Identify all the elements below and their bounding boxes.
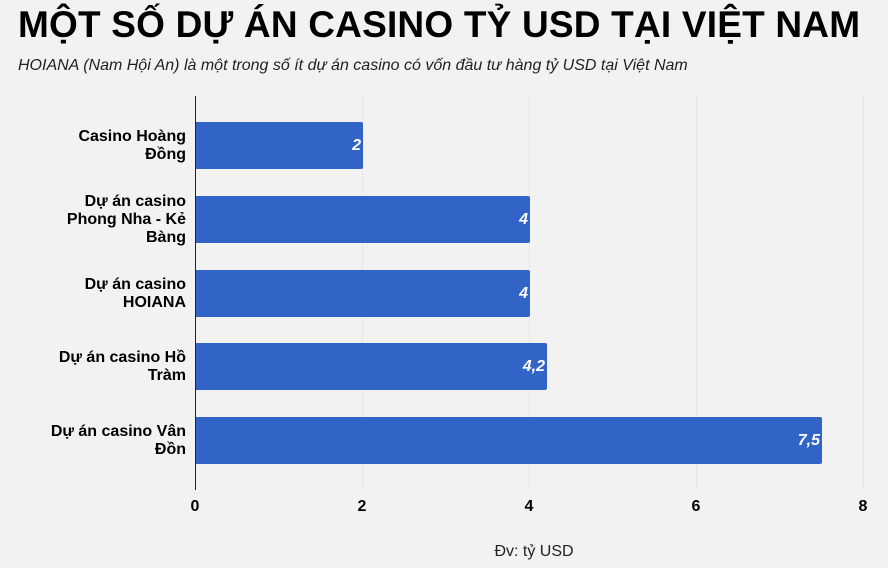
chart-subtitle: HOIANA (Nam Hội An) là một trong số ít d… — [18, 57, 688, 74]
category-label: Dự án casino HOIANA — [16, 270, 186, 317]
category-label: Dự án casino Vân Đồn — [16, 417, 186, 464]
bar-value-label: 4 — [519, 285, 528, 302]
bar: 2 — [196, 122, 363, 169]
bar-value-label: 4 — [519, 211, 528, 228]
category-label: Dự án casino Hồ Tràm — [16, 343, 186, 390]
x-tick-label: 6 — [691, 498, 701, 515]
chart-title: MỘT SỐ DỰ ÁN CASINO TỶ USD TẠI VIỆT NAM — [18, 4, 861, 45]
category-label-text: Dự án casino Hồ Tràm — [58, 348, 186, 384]
x-axis-title: Đv: tỷ USD — [494, 543, 574, 560]
category-label-text: Dự án casino Phong Nha - Kẻ Bàng — [66, 192, 186, 246]
bar: 4 — [196, 270, 530, 317]
bar-value-label: 4,2 — [522, 358, 545, 375]
x-tick-label: 8 — [858, 498, 868, 515]
gridline — [696, 96, 697, 490]
gridline — [863, 96, 864, 490]
x-tick-label: 2 — [357, 498, 367, 515]
bar-value-label: 2 — [352, 137, 361, 154]
category-label-text: Dự án casino HOIANA — [84, 275, 186, 311]
bar-value-label: 7,5 — [797, 432, 820, 449]
category-label-text: Dự án casino Vân Đồn — [50, 422, 186, 458]
bar: 4,2 — [196, 343, 547, 390]
x-tick-label: 4 — [524, 498, 534, 515]
category-label: Casino Hoàng Đồng — [16, 122, 186, 169]
category-label-text: Casino Hoàng Đồng — [78, 127, 186, 163]
y-axis-line — [195, 96, 196, 490]
category-label: Dự án casino Phong Nha - Kẻ Bàng — [16, 193, 186, 246]
bar: 7,5 — [196, 417, 822, 464]
bar: 4 — [196, 196, 530, 243]
x-tick-label: 0 — [190, 498, 200, 515]
